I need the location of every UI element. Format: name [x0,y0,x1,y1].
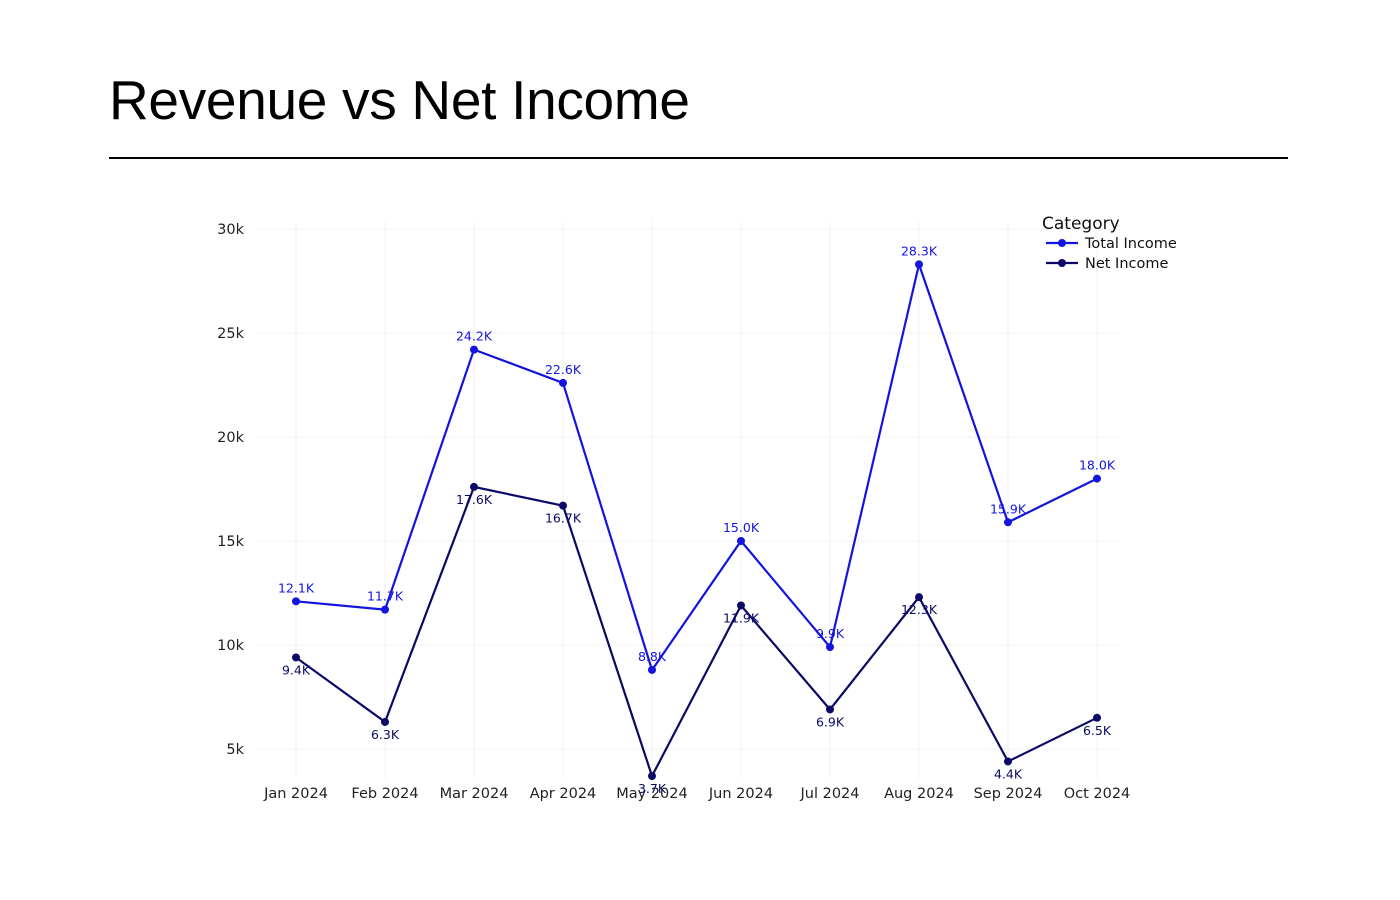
grid-layer [255,222,1120,778]
x-tick-label: Jul 2024 [799,786,859,802]
total-income-point [826,643,834,652]
total-income-data-label: 15.9K [990,501,1027,516]
total-income-data-label: 28.3K [901,243,938,258]
total-income-data-label: 18.0K [1079,458,1116,473]
total-income-point [1093,474,1101,483]
net-income-point [381,717,389,726]
data-label-layer: 12.1K 11.7K 24.2K 22.6K 8.8K 15.0K 9.9K 28.3K 15… [278,243,1116,796]
total-income-point [1004,518,1012,527]
net-income-line [295,485,1098,779]
y-tick-label: 20k [217,430,244,446]
series-layer [292,260,1101,781]
legend-title: Category [1042,214,1120,234]
net-income-data-label: 6.9K [816,714,845,729]
x-tick-label: Sep 2024 [974,786,1043,802]
total-income-line [295,260,1098,673]
y-tick-label: 25k [217,326,244,342]
y-tick-label: 5k [226,742,244,758]
x-tick-label: Jun 2024 [708,786,773,802]
net-income-data-label: 4.4K [994,766,1023,781]
net-income-point [737,601,745,610]
x-tick-label: Mar 2024 [440,786,509,802]
x-tick-label: May 2024 [616,786,688,802]
net-income-point [1004,757,1012,766]
net-income-point [292,653,300,662]
net-income-point [559,501,567,510]
net-income-data-label: 16.7K [545,511,582,526]
net-income-data-label: 3.7K [638,781,667,796]
total-income-data-label: 9.9K [816,626,845,641]
total-income-point [737,537,745,545]
net-income-point [915,593,923,602]
total-income-data-label: 22.6K [545,362,582,377]
legend: Category Total Income Net Income [1042,214,1177,272]
net-income-data-label: 17.6K [456,492,493,507]
y-tick-label: 10k [217,638,244,654]
total-income-point [559,378,567,387]
x-tick-label: Jan 2024 [263,786,328,802]
net-income-data-label: 6.5K [1083,723,1112,738]
total-income-point [381,605,389,614]
net-income-point [648,772,656,781]
total-income-data-label: 8.8K [638,649,667,664]
legend-total-income-label: Total Income [1084,236,1177,252]
total-income-data-label: 24.2K [456,329,493,344]
net-income-point [826,705,834,714]
legend-net-income-marker [1058,259,1066,267]
x-tick-label: Aug 2024 [884,786,954,802]
net-income-data-label: 6.3K [371,727,400,742]
total-income-data-label: 12.1K [278,580,315,595]
legend-net-income-label: Net Income [1085,256,1168,272]
total-income-point [915,260,923,269]
x-tick-label: Apr 2024 [530,786,597,802]
net-income-point [470,482,478,491]
net-income-data-label: 11.9K [723,610,760,625]
x-tick-label: Feb 2024 [351,786,418,802]
y-tick-label: 30k [217,222,244,238]
page-title: Revenue vs Net Income [109,69,690,131]
total-income-point [648,665,656,674]
total-income-data-label: 11.7K [367,589,404,604]
net-income-data-label: 12.3K [901,602,938,617]
net-income-data-label: 9.4K [282,662,311,677]
net-income-point [1093,713,1101,722]
total-income-point [470,345,478,354]
y-tick-label: 15k [217,534,244,550]
total-income-point [292,597,300,606]
title-divider [109,157,1288,159]
legend-total-income-marker [1058,239,1066,247]
axis-layer: 5k 10k 15k 20k 25k 30k Jan 2024 Feb 2024 Mar 202… [217,222,1130,802]
total-income-data-label: 15.0K [723,520,760,535]
x-tick-label: Oct 2024 [1064,786,1131,802]
